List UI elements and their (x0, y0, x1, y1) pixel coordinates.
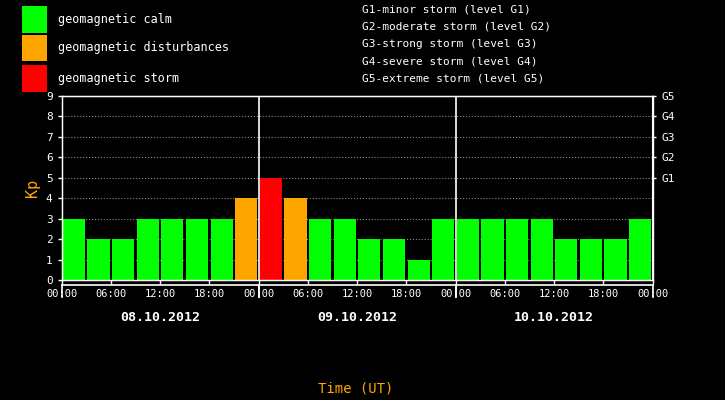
Bar (383, 239, 405, 280)
Bar (407, 260, 430, 280)
Text: Time (UT): Time (UT) (318, 382, 393, 396)
Text: G2-moderate storm (level G2): G2-moderate storm (level G2) (362, 22, 552, 32)
Bar (22, 6, 47, 33)
Bar (260, 178, 282, 280)
Y-axis label: Kp: Kp (25, 179, 41, 197)
Bar (432, 219, 455, 280)
Text: geomagnetic calm: geomagnetic calm (58, 13, 172, 26)
Text: 10.10.2012: 10.10.2012 (514, 311, 594, 324)
Bar (629, 219, 651, 280)
Bar (88, 239, 109, 280)
Bar (457, 219, 479, 280)
Bar (112, 239, 134, 280)
Bar (235, 198, 257, 280)
Text: geomagnetic disturbances: geomagnetic disturbances (58, 42, 229, 54)
Bar (506, 219, 529, 280)
Bar (63, 219, 85, 280)
Bar (284, 198, 307, 280)
Text: 08.10.2012: 08.10.2012 (120, 311, 200, 324)
Bar (481, 219, 504, 280)
Bar (210, 219, 233, 280)
Bar (162, 219, 183, 280)
Bar (580, 239, 602, 280)
Text: 09.10.2012: 09.10.2012 (317, 311, 397, 324)
Bar (555, 239, 577, 280)
Bar (137, 219, 159, 280)
Text: G1-minor storm (level G1): G1-minor storm (level G1) (362, 5, 531, 15)
Bar (531, 219, 552, 280)
Text: geomagnetic storm: geomagnetic storm (58, 72, 179, 85)
Bar (605, 239, 626, 280)
Bar (22, 65, 47, 92)
Text: G4-severe storm (level G4): G4-severe storm (level G4) (362, 56, 538, 66)
Bar (309, 219, 331, 280)
Bar (358, 239, 381, 280)
Bar (186, 219, 208, 280)
Bar (334, 219, 356, 280)
Text: G5-extreme storm (level G5): G5-extreme storm (level G5) (362, 74, 544, 84)
Bar (22, 34, 47, 62)
Text: G3-strong storm (level G3): G3-strong storm (level G3) (362, 39, 538, 49)
